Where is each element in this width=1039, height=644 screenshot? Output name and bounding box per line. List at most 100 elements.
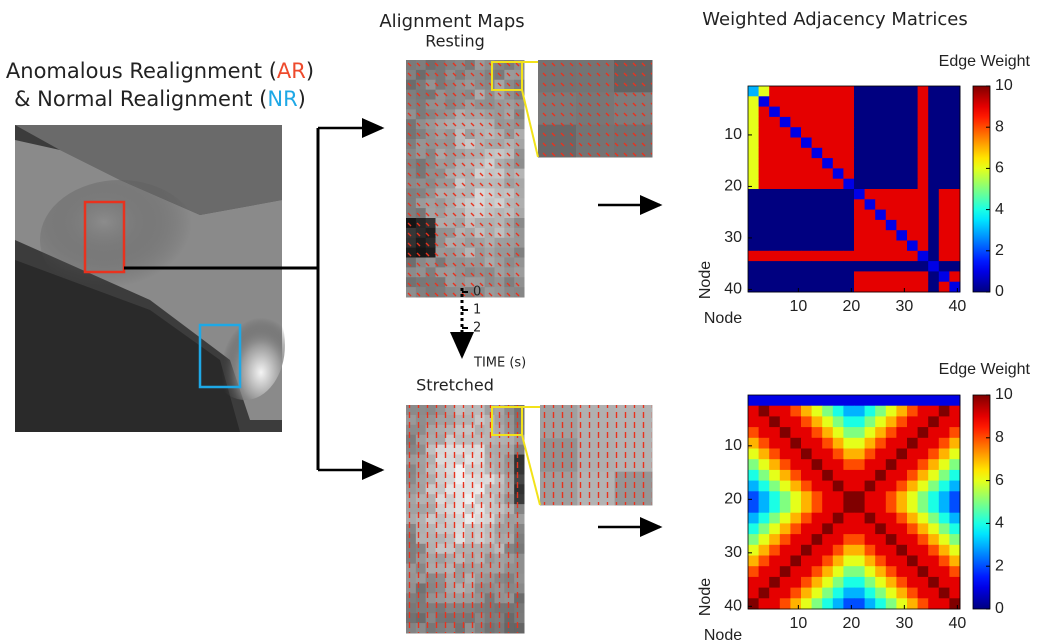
- heatmap-cell: [885, 555, 897, 567]
- heatmap-cell: [822, 395, 834, 407]
- heatmap-cell: [758, 587, 770, 599]
- heatmap-cell: [885, 576, 897, 588]
- heatmap-cell: [864, 598, 876, 610]
- heatmap-cell: [811, 106, 823, 118]
- heatmap-cell: [854, 147, 865, 159]
- heatmap-cell: [790, 523, 802, 535]
- heatmap-cell: [748, 502, 759, 514]
- heatmap-cell: [769, 281, 781, 293]
- heatmap-cell: [822, 209, 834, 221]
- heatmap-cell: [875, 416, 887, 428]
- heatmap-cell: [864, 512, 876, 524]
- heatmap-cell: [907, 137, 918, 149]
- heatmap-cell: [917, 416, 929, 428]
- heatmap-cell: [790, 448, 802, 460]
- heatmap-cell: [938, 147, 950, 159]
- heatmap-cell: [790, 566, 802, 578]
- heatmap-cell: [917, 106, 929, 118]
- heatmap-cell: [748, 534, 759, 546]
- heatmap-cell: [790, 158, 802, 169]
- nr-label: NR: [267, 87, 297, 111]
- heatmap-cell: [843, 437, 855, 449]
- heatmap-cell: [790, 416, 802, 428]
- heatmap-cell: [748, 240, 759, 252]
- heatmap-cell: [885, 469, 897, 481]
- heatmap-cell: [801, 502, 812, 514]
- heatmap-cell: [864, 587, 876, 599]
- heatmap-cell: [801, 230, 812, 241]
- heatmap-cell: [748, 587, 759, 599]
- heatmap-cell: [758, 240, 770, 252]
- heatmap-cell: [896, 469, 908, 481]
- heatmap-cell: [832, 219, 844, 231]
- heatmap-cell: [938, 480, 950, 492]
- heatmap-cell: [885, 116, 897, 128]
- heatmap-cell: [801, 158, 812, 169]
- heatmap-cell: [864, 137, 876, 149]
- heatmap-cell: [748, 189, 759, 200]
- text: & Normal Realignment (: [14, 87, 267, 111]
- heatmap-cell: [864, 189, 876, 200]
- heatmap-cell: [854, 199, 865, 210]
- heatmap-cell: [790, 512, 802, 524]
- heatmap-cell: [928, 544, 940, 556]
- heatmap-cell: [790, 491, 802, 503]
- heatmap-cell: [917, 178, 929, 190]
- heatmap-cell: [801, 459, 812, 471]
- plot-frame: [747, 85, 961, 293]
- heatmap-cell: [779, 106, 791, 118]
- heatmap-cell: [885, 261, 897, 272]
- x-tick-label: 20: [842, 298, 860, 315]
- heatmap-cell: [769, 230, 781, 241]
- heatmap-cell: [885, 544, 897, 556]
- heatmap-cell: [896, 116, 908, 128]
- heatmap-cell: [801, 199, 812, 210]
- heatmap-cell: [748, 106, 759, 118]
- heatmap-cell: [917, 534, 929, 546]
- heatmap-cell: [938, 137, 950, 149]
- resting-label: Resting: [425, 32, 485, 51]
- heatmap-cell: [928, 116, 940, 128]
- heatmap-cell: [917, 405, 929, 417]
- heatmap-cell: [822, 240, 834, 252]
- heatmap-cell: [949, 598, 961, 610]
- heatmap-cell: [885, 178, 897, 190]
- heatmap-cell: [790, 480, 802, 492]
- heatmap-cell: [938, 469, 950, 481]
- heatmap-cell: [822, 147, 834, 159]
- heatmap-cell: [843, 566, 855, 578]
- heatmap-cell: [832, 469, 844, 481]
- heatmap-cell: [779, 219, 791, 231]
- heatmap-cell: [832, 86, 844, 97]
- heatmap-cell: [822, 199, 834, 210]
- heatmap-cell: [907, 250, 918, 262]
- heatmap-cell: [928, 427, 940, 439]
- heatmap-cell: [854, 178, 865, 190]
- heatmap-cell: [801, 250, 812, 262]
- heatmap-cell: [822, 459, 834, 471]
- heatmap-cell: [907, 127, 918, 138]
- heatmap-cell: [949, 555, 961, 567]
- heatmap-cell: [843, 127, 855, 138]
- heatmap-cell: [790, 576, 802, 588]
- heatmap-cell: [801, 106, 812, 118]
- heatmap-cell: [949, 147, 961, 159]
- heatmap-cell: [854, 566, 865, 578]
- heatmap-cell: [748, 491, 759, 503]
- heatmap-cell: [864, 469, 876, 481]
- heatmap-cell: [864, 534, 876, 546]
- heatmap-cell: [758, 116, 770, 128]
- heatmap-cell: [801, 271, 812, 283]
- heatmap-cell: [875, 86, 887, 97]
- heatmap-cell: [748, 158, 759, 169]
- heatmap-cell: [779, 544, 791, 556]
- heatmap-cell: [917, 209, 929, 221]
- heatmap-cell: [801, 86, 812, 97]
- heatmap-cell: [907, 147, 918, 159]
- colorbar-tick-label: 8: [995, 429, 1004, 446]
- heatmap-cell: [938, 271, 950, 283]
- heatmap-cell: [875, 271, 887, 283]
- colorbar-tick-label: 2: [995, 557, 1004, 574]
- heatmap-cell: [801, 480, 812, 492]
